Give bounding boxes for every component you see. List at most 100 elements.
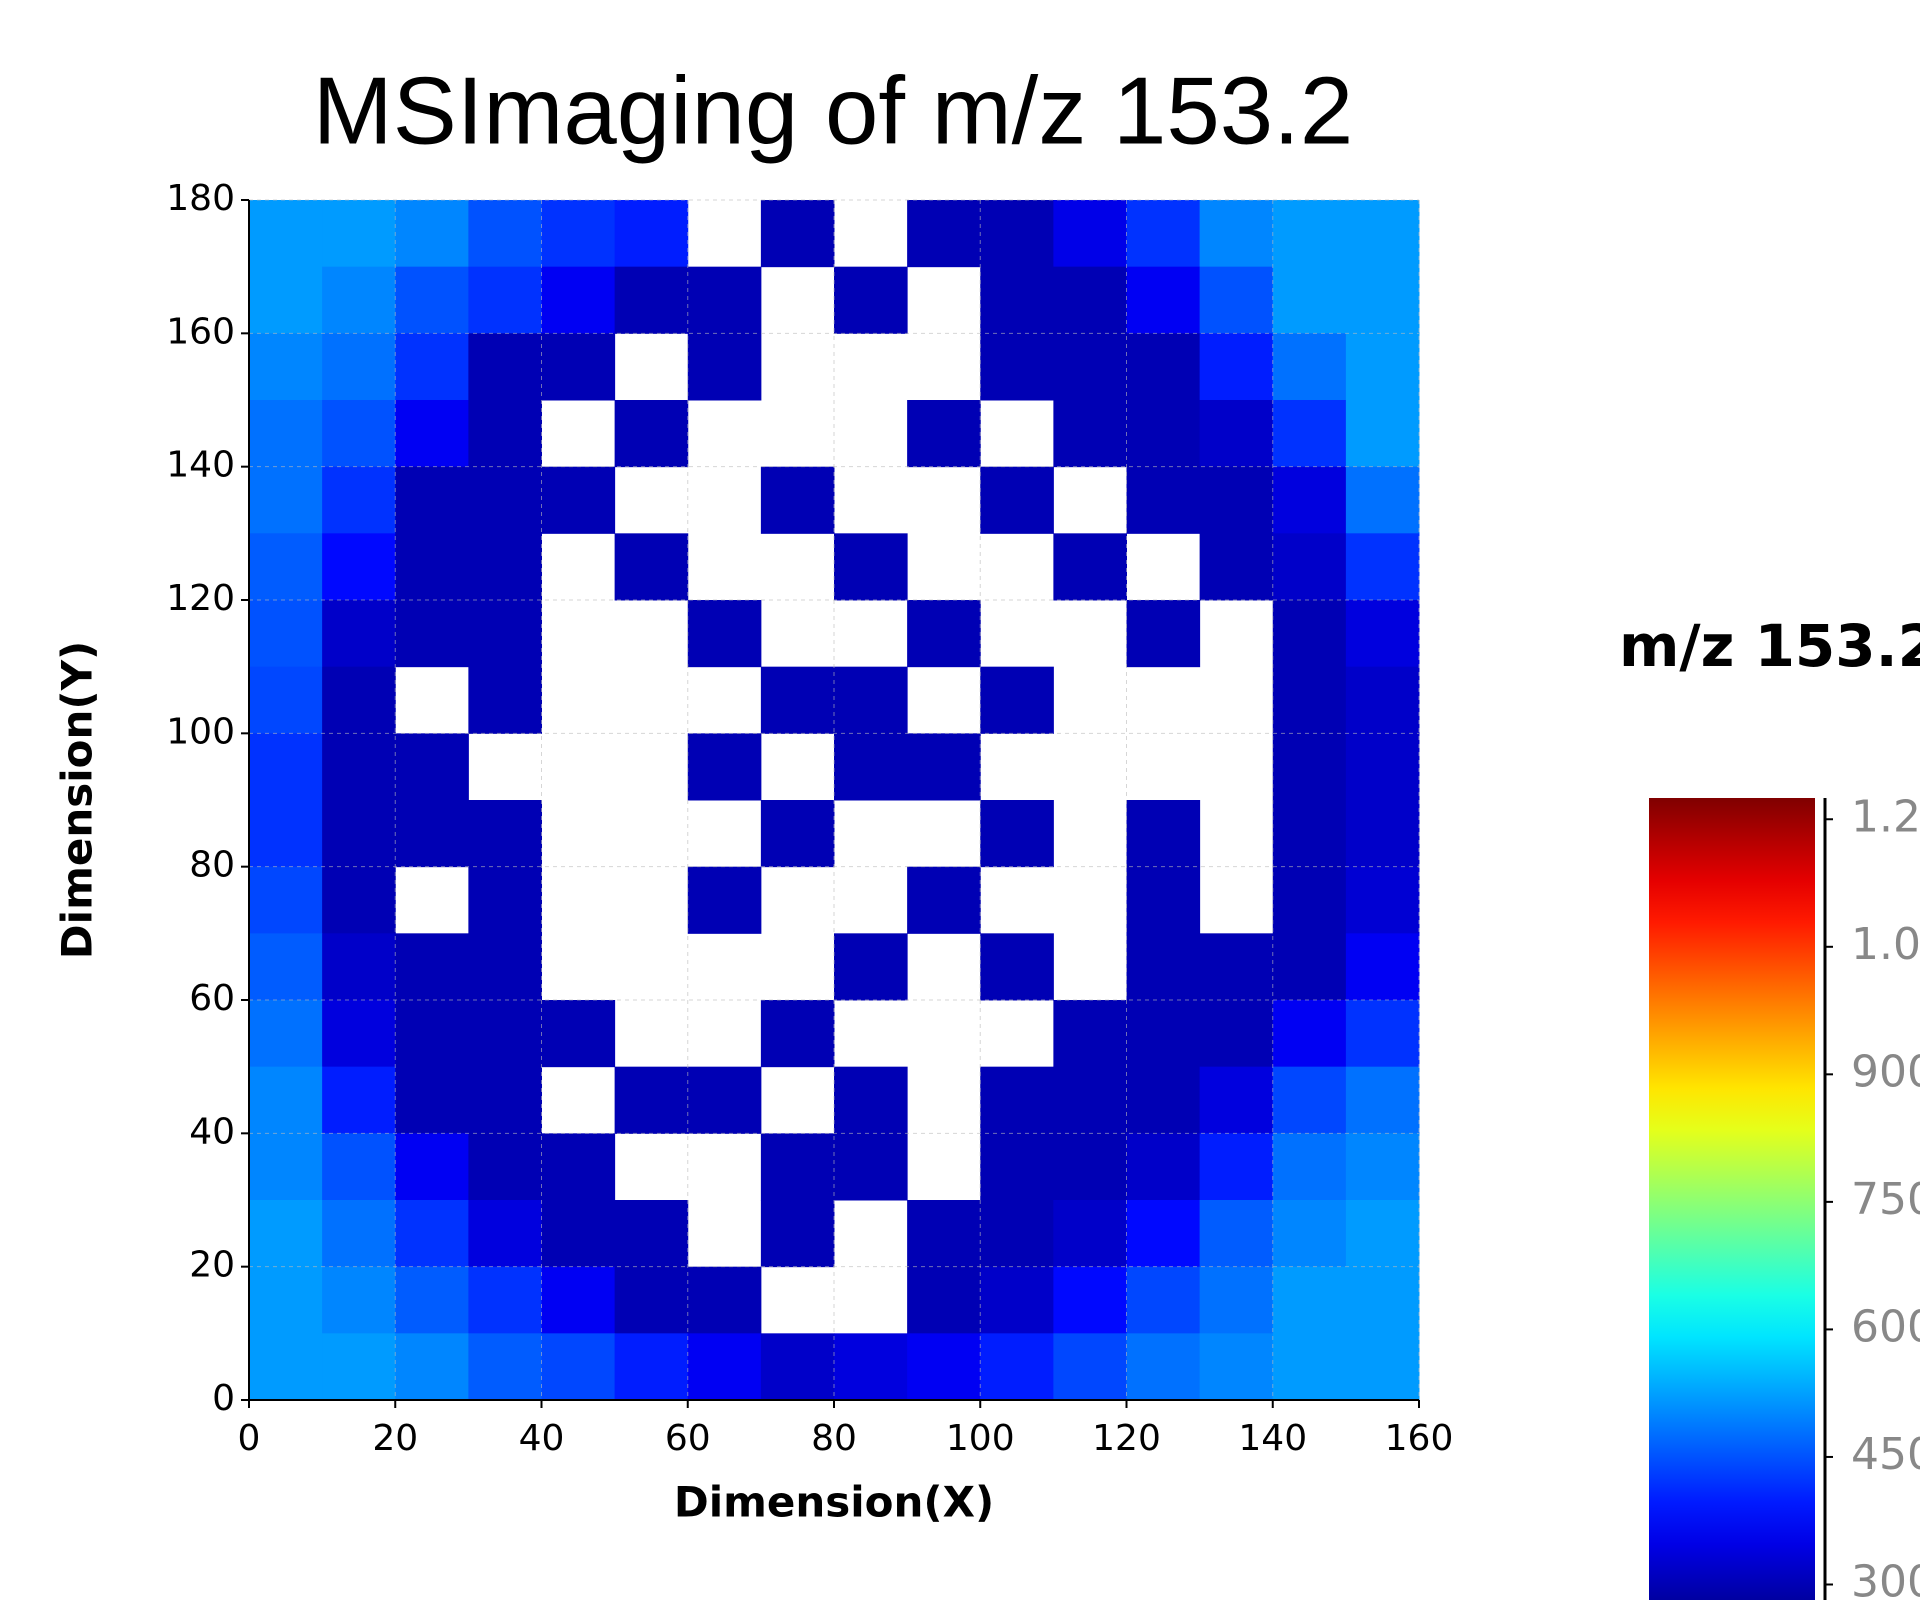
heat-cell (1272, 866, 1347, 934)
heat-cell (322, 866, 396, 934)
heat-cell (980, 1266, 1054, 1334)
heat-cell (541, 1000, 616, 1068)
heat-cell (980, 466, 1054, 534)
heat-cell (249, 200, 323, 268)
heat-cell (395, 1000, 469, 1068)
heat-cell (1126, 466, 1201, 534)
heat-cell (980, 333, 1054, 401)
heat-cell (1345, 733, 1420, 801)
heat-cell (1345, 800, 1420, 868)
heat-cell (322, 600, 396, 668)
heat-cell (980, 666, 1054, 734)
heat-cell (980, 933, 1054, 1001)
heat-cell (980, 200, 1054, 268)
heat-cell (541, 1333, 616, 1401)
y-tick-label: 40 (189, 1111, 235, 1152)
heat-cell (468, 533, 542, 601)
heat-cell (1345, 600, 1420, 668)
y-tick-label: 120 (166, 578, 235, 619)
heat-cell (468, 200, 542, 268)
heat-cell (395, 333, 469, 401)
heat-cell (541, 1133, 616, 1201)
heat-cell (834, 1333, 908, 1401)
heat-cell (1199, 333, 1274, 401)
heat-cell (1345, 1266, 1420, 1334)
heat-cell (1199, 533, 1274, 601)
heat-cell (322, 1200, 396, 1268)
heat-cell (980, 1066, 1054, 1134)
heat-cell (834, 1066, 908, 1134)
heat-cell (1345, 1200, 1420, 1268)
heat-cell (1345, 466, 1420, 534)
heat-cell (249, 666, 323, 734)
heat-cell (834, 533, 908, 601)
heat-cell (1199, 466, 1274, 534)
heat-cell (541, 333, 616, 401)
chart-title: MSImaging of m/z 153.2 (313, 57, 1353, 164)
y-tick-label: 180 (166, 178, 235, 219)
heat-cell (541, 266, 616, 334)
heat-cell (1126, 933, 1201, 1001)
heat-cell (1053, 1133, 1127, 1201)
heat-cell (249, 1266, 323, 1334)
heat-cell (1199, 266, 1274, 334)
heat-cell (1126, 400, 1201, 468)
heat-cell (395, 400, 469, 468)
heat-cell (1272, 933, 1347, 1001)
heat-cell (1272, 266, 1347, 334)
heat-cell (907, 1266, 981, 1334)
heat-cell (395, 800, 469, 868)
heat-cell (980, 800, 1054, 868)
heat-cell (1199, 1000, 1274, 1068)
heat-cell (395, 200, 469, 268)
heat-cell (1272, 600, 1347, 668)
heat-cell (1126, 266, 1201, 334)
heat-cell (395, 266, 469, 334)
heat-cell (249, 1133, 323, 1201)
heat-cell (322, 1133, 396, 1201)
heat-cell (1053, 533, 1127, 601)
heat-cell (468, 1000, 542, 1068)
heat-cell (687, 266, 762, 334)
heat-cell (760, 200, 835, 268)
heat-cell (249, 1200, 323, 1268)
colorbar-tick-label: 750 (1851, 1174, 1920, 1225)
heat-cell (395, 1066, 469, 1134)
heat-cell (541, 1200, 616, 1268)
heat-cell (468, 1333, 542, 1401)
heat-cell (468, 333, 542, 401)
heat-cell (249, 800, 323, 868)
heat-cell (834, 733, 908, 801)
heat-cell (834, 266, 908, 334)
y-axis-label: Dimension(Y) (53, 641, 102, 959)
heat-cell (1272, 1200, 1347, 1268)
heat-cell (614, 1266, 689, 1334)
heat-cell (1053, 333, 1127, 401)
heat-cell (322, 333, 396, 401)
heat-cell (541, 1266, 616, 1334)
heat-cell (468, 666, 542, 734)
heat-cell (1053, 266, 1127, 334)
y-tick-label: 160 (166, 311, 235, 352)
heat-cell (1345, 933, 1420, 1001)
heat-cell (1053, 400, 1127, 468)
heat-cell (322, 266, 396, 334)
colorbar-tick-label: 900 (1851, 1046, 1920, 1097)
heat-cell (614, 400, 689, 468)
heat-cell (395, 466, 469, 534)
heat-cell (1345, 266, 1420, 334)
x-tick-label: 120 (1092, 1418, 1161, 1459)
heat-cell (468, 866, 542, 934)
heat-cell (322, 800, 396, 868)
heat-cell (395, 1333, 469, 1401)
heat-cell (322, 1066, 396, 1134)
heat-cell (322, 666, 396, 734)
heat-cell (1272, 1133, 1347, 1201)
heat-cell (1053, 200, 1127, 268)
heat-cell (468, 933, 542, 1001)
heat-cell (1199, 1133, 1274, 1201)
heat-cell (1345, 666, 1420, 734)
heat-cell (687, 1266, 762, 1334)
heat-cell (1126, 800, 1201, 868)
heat-cell (322, 933, 396, 1001)
